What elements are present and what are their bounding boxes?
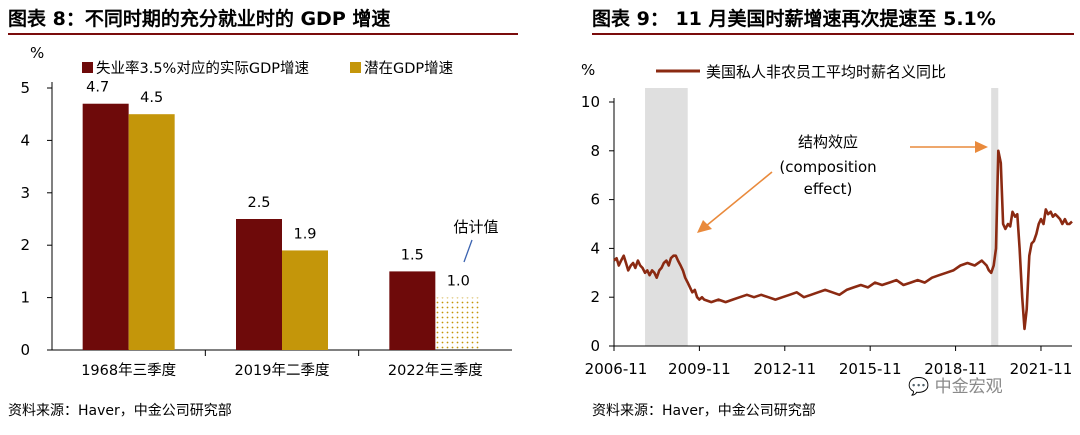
left-bar (82, 103, 129, 350)
left-x-category-label: 1968年三季度 (81, 362, 176, 379)
watermark-text: 中金宏观 (934, 377, 1003, 397)
left-bar-value-label: 4.5 (140, 90, 163, 106)
left-y-tick-label: 3 (20, 184, 30, 202)
left-y-tick-label: 1 (20, 289, 30, 307)
left-bar-estimated (435, 297, 482, 350)
left-source-note: 资料来源：Haver，中金公司研究部 (8, 403, 232, 419)
left-chart-title: 图表 8：不同时期的充分就业时的 GDP 增速 (8, 8, 391, 30)
wechat-icon: 💬 (908, 377, 930, 397)
right-y-tick-label: 2 (590, 288, 600, 306)
right-x-tick-label: 2018-11 (924, 360, 987, 378)
right-annotation-line: 结构效应 (798, 133, 858, 151)
left-y-tick-label: 5 (20, 79, 30, 97)
right-shaded-period (645, 88, 688, 346)
right-y-unit-label: % (581, 61, 595, 79)
left-y-tick-label: 4 (20, 131, 30, 149)
left-legend-swatch (350, 62, 361, 73)
left-bar (128, 114, 175, 350)
left-y-unit-label: % (30, 44, 44, 62)
left-legend-swatch (82, 62, 93, 73)
right-x-tick-label: 2012-11 (753, 360, 816, 378)
left-bar-value-label: 4.7 (86, 80, 109, 96)
left-y-tick-label: 2 (20, 236, 30, 254)
left-bar-value-label: 1.5 (401, 247, 424, 263)
right-title-rule (592, 33, 1074, 35)
left-legend-label: 失业率3.5%对应的实际GDP增速 (96, 59, 309, 77)
right-y-tick-label: 4 (590, 239, 600, 257)
right-y-tick-label: 8 (590, 142, 600, 160)
left-estimate-annotation: 估计值 (453, 218, 498, 236)
left-bar-value-label: 1.0 (447, 274, 470, 290)
right-annotation-arrow-left-shaft (705, 171, 773, 227)
right-annotation-arrow-left-head (697, 220, 712, 233)
left-legend-label: 潜在GDP增速 (364, 60, 453, 77)
right-wage-growth-line (613, 149, 1073, 331)
left-title-rule (8, 33, 518, 35)
left-bar (236, 219, 282, 350)
watermark: 💬 中金宏观 (908, 372, 1003, 397)
right-x-tick-label: 2021-11 (1010, 360, 1073, 378)
right-annotation-line: (composition (779, 158, 876, 176)
right-source-note: 资料来源：Haver，中金公司研究部 (592, 403, 816, 419)
right-annotation-arrow-right-head (975, 141, 988, 153)
right-annotation-line: effect) (804, 180, 853, 198)
left-bar (389, 271, 436, 350)
left-bar-value-label: 2.5 (247, 195, 270, 211)
left-y-tick-label: 0 (20, 341, 30, 359)
right-x-tick-label: 2015-11 (839, 360, 902, 378)
right-legend-label: 美国私人非农员工平均时薪名义同比 (706, 63, 946, 81)
right-x-tick-label: 2006-11 (585, 360, 648, 378)
left-x-category-label: 2019年二季度 (235, 362, 330, 379)
left-estimate-pointer (463, 239, 473, 263)
left-bar (282, 250, 328, 350)
right-x-tick-label: 2009-11 (668, 360, 731, 378)
right-y-tick-label: 0 (590, 337, 600, 355)
right-y-tick-label: 6 (590, 191, 600, 209)
left-x-category-label: 2022年三季度 (388, 362, 483, 379)
right-chart-title: 图表 9： 11 月美国时薪增速再次提速至 5.1% (592, 8, 996, 30)
right-y-tick-label: 10 (581, 93, 600, 111)
right-shaded-period (991, 88, 999, 346)
left-bar-value-label: 1.9 (293, 226, 316, 242)
